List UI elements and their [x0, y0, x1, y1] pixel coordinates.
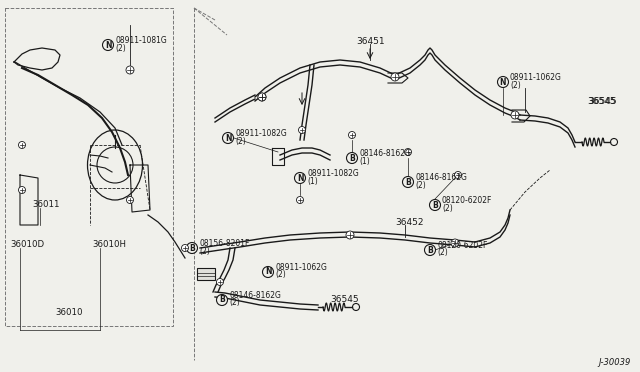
Circle shape [511, 111, 519, 119]
Circle shape [346, 153, 358, 164]
Text: N: N [297, 173, 303, 183]
Polygon shape [197, 268, 215, 280]
Text: 08120-6202F: 08120-6202F [437, 241, 488, 250]
Text: 08911-1062G: 08911-1062G [275, 263, 327, 272]
Circle shape [429, 199, 440, 211]
Text: (2): (2) [442, 203, 452, 212]
Text: 36451: 36451 [356, 37, 385, 46]
Circle shape [186, 243, 198, 253]
Text: (1): (1) [359, 157, 370, 166]
Circle shape [126, 66, 134, 74]
Text: N: N [225, 134, 231, 142]
Circle shape [216, 295, 227, 305]
Text: 36545: 36545 [587, 97, 616, 106]
Text: 08120-6202F: 08120-6202F [442, 196, 492, 205]
Circle shape [102, 39, 113, 51]
Circle shape [454, 171, 461, 179]
Text: 08911-1062G: 08911-1062G [510, 73, 562, 81]
Text: (2): (2) [437, 248, 448, 257]
Text: 36452: 36452 [395, 218, 424, 227]
Text: B: B [432, 201, 438, 209]
Text: 08146-8162G: 08146-8162G [415, 173, 467, 182]
Text: B: B [219, 295, 225, 305]
Text: (2): (2) [510, 80, 521, 90]
Circle shape [391, 73, 399, 81]
Text: (2): (2) [415, 180, 426, 189]
Text: 08156-8201F: 08156-8201F [199, 238, 250, 247]
Circle shape [127, 196, 134, 203]
Text: 36011: 36011 [32, 200, 60, 209]
Text: 08146-8162G: 08146-8162G [359, 148, 411, 157]
Text: B: B [427, 246, 433, 254]
Circle shape [346, 231, 354, 239]
Text: B: B [349, 154, 355, 163]
Circle shape [258, 93, 266, 101]
Circle shape [497, 77, 509, 87]
Circle shape [403, 176, 413, 187]
Circle shape [294, 173, 305, 183]
Circle shape [404, 148, 412, 155]
Circle shape [424, 244, 435, 256]
Text: B: B [405, 177, 411, 186]
Text: (2): (2) [275, 270, 285, 279]
Text: 08146-8162G: 08146-8162G [229, 291, 281, 299]
Circle shape [349, 131, 355, 138]
Bar [5, 8, 173, 326]
Text: J-30039: J-30039 [598, 358, 630, 367]
Text: 08911-1081G: 08911-1081G [115, 35, 167, 45]
Circle shape [451, 239, 459, 247]
Text: N: N [105, 41, 111, 49]
Text: (2): (2) [235, 137, 246, 145]
Text: (1): (1) [307, 176, 317, 186]
Circle shape [19, 186, 26, 193]
Text: (2): (2) [199, 247, 210, 256]
Circle shape [262, 266, 273, 278]
Circle shape [182, 244, 189, 251]
Text: 08911-1082G: 08911-1082G [235, 128, 287, 138]
Text: 36010D: 36010D [10, 240, 44, 249]
Circle shape [298, 126, 305, 134]
Text: (2): (2) [115, 44, 125, 52]
Text: 36545: 36545 [330, 295, 358, 304]
Circle shape [296, 196, 303, 203]
Text: N: N [500, 77, 506, 87]
Text: N: N [265, 267, 271, 276]
Circle shape [19, 141, 26, 148]
Circle shape [216, 279, 223, 285]
Text: 36010H: 36010H [92, 240, 126, 249]
Text: 36545: 36545 [588, 97, 616, 106]
Text: 36010: 36010 [55, 308, 83, 317]
Circle shape [258, 93, 266, 101]
Text: 08911-1082G: 08911-1082G [307, 169, 359, 177]
Circle shape [223, 132, 234, 144]
Text: (2): (2) [229, 298, 240, 308]
Text: B: B [189, 244, 195, 253]
